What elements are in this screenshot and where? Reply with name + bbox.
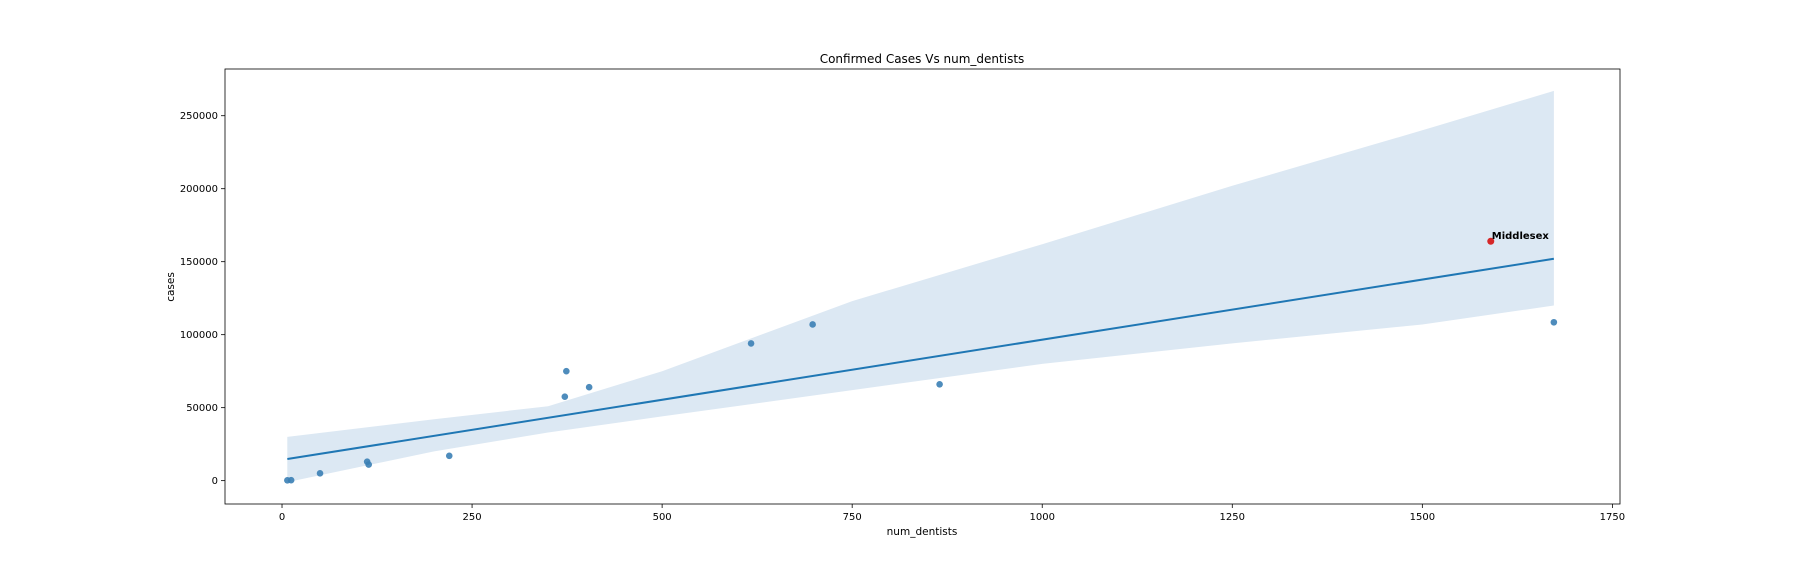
data-point	[809, 321, 816, 328]
confidence-band	[287, 90, 1554, 483]
regression-line	[287, 257, 1555, 461]
data-point	[585, 383, 593, 391]
regression-line-layer	[287, 257, 1555, 461]
data-point	[563, 367, 570, 375]
x-tick-label: 750	[843, 512, 862, 523]
y-axis-label: cases	[165, 272, 177, 302]
highlight-point	[1487, 237, 1495, 245]
y-tick-label: 50000	[186, 403, 218, 414]
data-point	[936, 381, 943, 388]
y-tick-label: 150000	[180, 257, 218, 268]
y-tick-label: 0	[212, 476, 218, 487]
data-point	[365, 461, 372, 468]
data-points-layer	[284, 318, 1558, 484]
x-tick-label: 1000	[1030, 512, 1055, 523]
x-tick-label: 1250	[1220, 512, 1245, 523]
x-axis-ticks: 0 250 500 750 1000 1250 1500 1750	[279, 504, 1625, 523]
data-point	[1550, 318, 1558, 326]
data-point	[287, 476, 295, 484]
y-tick-label: 100000	[180, 330, 218, 341]
data-point	[445, 452, 453, 460]
highlight-layer: Middlesex	[1487, 231, 1549, 245]
y-tick-label: 250000	[180, 111, 218, 122]
chart-title: Confirmed Cases Vs num_dentists	[820, 52, 1025, 66]
x-tick-label: 500	[653, 512, 672, 523]
x-tick-label: 1500	[1410, 512, 1435, 523]
y-tick-label: 200000	[180, 184, 218, 195]
x-tick-label: 0	[279, 512, 285, 523]
confidence-band-layer	[287, 90, 1554, 483]
data-point	[316, 470, 324, 477]
plot-area-frame	[224, 68, 1621, 505]
x-axis-label: num_dentists	[887, 526, 958, 538]
x-tick-label: 1750	[1600, 512, 1625, 523]
x-tick-label: 250	[463, 512, 482, 523]
highlight-label: Middlesex	[1492, 231, 1550, 242]
data-point	[561, 393, 569, 401]
data-point	[747, 340, 755, 347]
y-axis-ticks: 0 50000 100000 150000 200000 250000	[180, 111, 225, 487]
